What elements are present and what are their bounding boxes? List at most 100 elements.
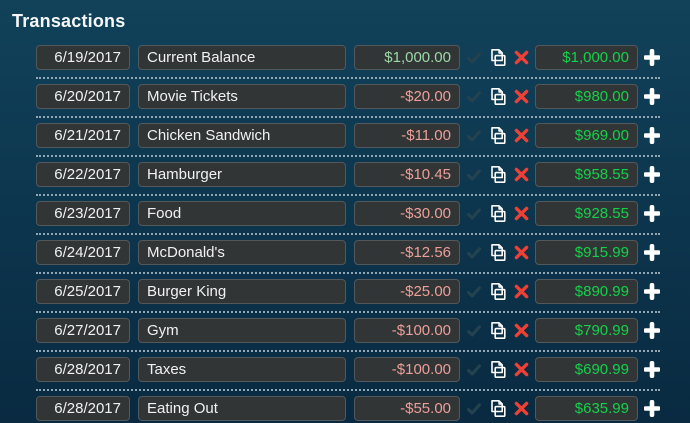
plus-icon[interactable] [644, 205, 660, 222]
plus-icon[interactable] [644, 166, 660, 183]
plus-icon[interactable] [644, 361, 660, 378]
transaction-row: 6/20/2017 Movie Tickets -$20.00 [36, 84, 660, 118]
x-icon[interactable] [514, 89, 529, 104]
x-icon[interactable] [514, 362, 529, 377]
description-input[interactable]: Hamburger [138, 162, 346, 187]
balance-output: $958.55 [535, 162, 638, 187]
check-icon[interactable] [466, 284, 482, 300]
copy-icon[interactable] [488, 399, 508, 418]
description-input[interactable]: McDonald's [138, 240, 346, 265]
copy-icon[interactable] [488, 360, 508, 379]
balance-output: $790.99 [535, 318, 638, 343]
check-icon[interactable] [466, 362, 482, 378]
x-icon[interactable] [514, 245, 529, 260]
balance-output: $1,000.00 [535, 45, 638, 70]
copy-icon[interactable] [488, 126, 508, 145]
transaction-row: 6/27/2017 Gym -$100.00 [36, 318, 660, 352]
transaction-row: 6/28/2017 Taxes -$100.00 [36, 357, 660, 391]
amount-input[interactable]: -$100.00 [354, 318, 460, 343]
plus-icon[interactable] [644, 322, 660, 339]
transactions-list: 6/19/2017 Current Balance $1,000.00 [36, 45, 660, 423]
plus-icon[interactable] [644, 49, 660, 66]
row-actions [460, 126, 535, 145]
balance-output: $690.99 [535, 357, 638, 382]
transaction-row: 6/19/2017 Current Balance $1,000.00 [36, 45, 660, 79]
x-icon[interactable] [514, 284, 529, 299]
amount-input[interactable]: -$12.56 [354, 240, 460, 265]
transaction-row: 6/21/2017 Chicken Sandwich -$11.00 [36, 123, 660, 157]
copy-icon[interactable] [488, 321, 508, 340]
date-input[interactable]: 6/25/2017 [36, 279, 130, 304]
description-input[interactable]: Movie Tickets [138, 84, 346, 109]
check-icon[interactable] [466, 323, 482, 339]
balance-output: $928.55 [535, 201, 638, 226]
row-actions [460, 360, 535, 379]
row-actions [460, 48, 535, 67]
row-actions [460, 87, 535, 106]
page-title: Transactions [12, 11, 126, 31]
transaction-row: 6/28/2017 Eating Out -$55.00 [36, 396, 660, 423]
plus-icon[interactable] [644, 400, 660, 417]
date-input[interactable]: 6/28/2017 [36, 357, 130, 382]
description-input[interactable]: Current Balance [138, 45, 346, 70]
check-icon[interactable] [466, 128, 482, 144]
copy-icon[interactable] [488, 282, 508, 301]
date-input[interactable]: 6/24/2017 [36, 240, 130, 265]
x-icon[interactable] [514, 167, 529, 182]
row-actions [460, 204, 535, 223]
amount-input[interactable]: -$10.45 [354, 162, 460, 187]
x-icon[interactable] [514, 401, 529, 416]
amount-input[interactable]: -$25.00 [354, 279, 460, 304]
amount-input[interactable]: -$30.00 [354, 201, 460, 226]
check-icon[interactable] [466, 245, 482, 261]
check-icon[interactable] [466, 167, 482, 183]
balance-output: $980.00 [535, 84, 638, 109]
date-input[interactable]: 6/23/2017 [36, 201, 130, 226]
copy-icon[interactable] [488, 165, 508, 184]
check-icon[interactable] [466, 89, 482, 105]
description-input[interactable]: Gym [138, 318, 346, 343]
amount-input[interactable]: $1,000.00 [354, 45, 460, 70]
copy-icon[interactable] [488, 243, 508, 262]
copy-icon[interactable] [488, 204, 508, 223]
transaction-row: 6/24/2017 McDonald's -$12.56 [36, 240, 660, 274]
transaction-row: 6/22/2017 Hamburger -$10.45 [36, 162, 660, 196]
transaction-row: 6/23/2017 Food -$30.00 [36, 201, 660, 235]
copy-icon[interactable] [488, 48, 508, 67]
date-input[interactable]: 6/19/2017 [36, 45, 130, 70]
description-input[interactable]: Burger King [138, 279, 346, 304]
row-actions [460, 243, 535, 262]
row-actions [460, 321, 535, 340]
amount-input[interactable]: -$11.00 [354, 123, 460, 148]
date-input[interactable]: 6/27/2017 [36, 318, 130, 343]
date-input[interactable]: 6/28/2017 [36, 396, 130, 421]
plus-icon[interactable] [644, 244, 660, 261]
x-icon[interactable] [514, 323, 529, 338]
description-input[interactable]: Taxes [138, 357, 346, 382]
date-input[interactable]: 6/20/2017 [36, 84, 130, 109]
amount-input[interactable]: -$100.00 [354, 357, 460, 382]
date-input[interactable]: 6/22/2017 [36, 162, 130, 187]
plus-icon[interactable] [644, 283, 660, 300]
check-icon[interactable] [466, 401, 482, 417]
check-icon[interactable] [466, 206, 482, 222]
plus-icon[interactable] [644, 88, 660, 105]
description-input[interactable]: Chicken Sandwich [138, 123, 346, 148]
amount-input[interactable]: -$55.00 [354, 396, 460, 421]
balance-output: $635.99 [535, 396, 638, 421]
copy-icon[interactable] [488, 87, 508, 106]
x-icon[interactable] [514, 206, 529, 221]
balance-output: $890.99 [535, 279, 638, 304]
balance-output: $915.99 [535, 240, 638, 265]
amount-input[interactable]: -$20.00 [354, 84, 460, 109]
x-icon[interactable] [514, 128, 529, 143]
description-input[interactable]: Eating Out [138, 396, 346, 421]
x-icon[interactable] [514, 50, 529, 65]
date-input[interactable]: 6/21/2017 [36, 123, 130, 148]
description-input[interactable]: Food [138, 201, 346, 226]
row-actions [460, 399, 535, 418]
check-icon[interactable] [466, 50, 482, 66]
plus-icon[interactable] [644, 127, 660, 144]
row-actions [460, 165, 535, 184]
